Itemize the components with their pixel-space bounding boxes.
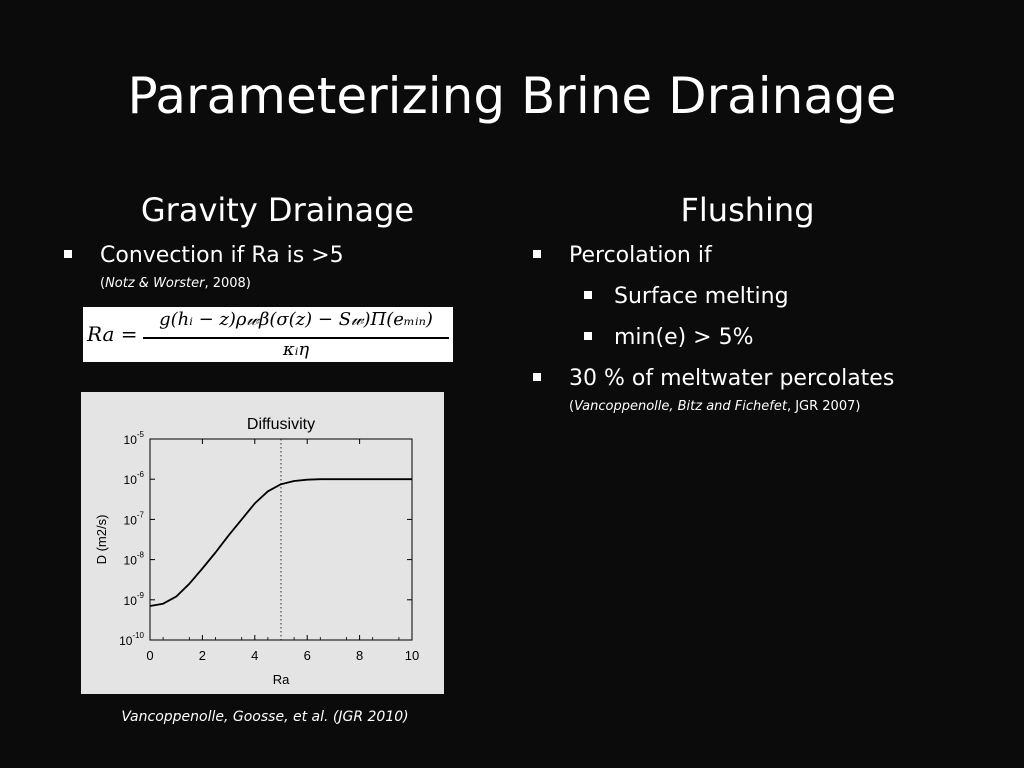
x-tick-label: 8 [356, 648, 363, 663]
bullet-percolation-text: Percolation if [569, 243, 712, 268]
sub-bullet-surface-melting: Surface melting [584, 282, 789, 312]
x-tick-label: 6 [304, 648, 311, 663]
bullet-meltwater: 30 % of meltwater percolates [533, 364, 895, 394]
x-axis-label: Ra [273, 672, 290, 687]
figure-source: Vancoppenolle, Goosse, et al. (JGR 2010) [121, 709, 409, 725]
y-tick-label: 10-9 [124, 591, 145, 608]
citation-year: , JGR 2007) [786, 399, 861, 414]
y-tick-label: 10-10 [119, 631, 144, 648]
bullet-percolation: Percolation if [533, 241, 712, 271]
gravity-drainage-heading: Gravity Drainage [140, 191, 415, 229]
bullet-convection: Convection if Ra is >5 [64, 241, 344, 271]
citation-vancoppenolle: (Vancoppenolle, Bitz and Fichefet, JGR 2… [569, 398, 860, 416]
citation-open: ( [100, 276, 106, 291]
formula-fraction-bar [143, 337, 449, 339]
y-tick-label: 10-8 [124, 551, 145, 568]
formula-lhs: Ra = [87, 322, 138, 346]
citation-authors: Vancoppenolle, Bitz and Fichefet [574, 399, 787, 414]
x-tick-label: 10 [405, 648, 419, 663]
flushing-heading: Flushing [680, 191, 815, 229]
y-axis-label: D (m2/s) [94, 515, 109, 565]
bullet-square-icon [533, 250, 541, 258]
bullet-square-icon [584, 332, 592, 340]
diffusivity-curve [149, 478, 412, 607]
chart-title: Diffusivity [247, 416, 315, 433]
diffusivity-chart: Diffusivity 0 2 4 6 8 10 Ra 10-10 10-9 10-8 10-7 10-… [81, 392, 444, 694]
bullet-square-icon [533, 373, 541, 381]
sub-bullet-min-e-text: min(e) > 5% [614, 325, 754, 350]
rayleigh-formula: Ra = g(hᵢ − z)ρ𝓌β(σ(z) − S𝓌)Π(eₘᵢₙ) κᵢη [83, 307, 453, 362]
slide-title: Parameterizing Brine Drainage [127, 67, 897, 125]
citation-notz: (Notz & Worster, 2008) [100, 275, 251, 293]
citation-year: , 2008) [204, 276, 251, 291]
y-tick-label: 10-7 [124, 510, 145, 527]
citation-open: ( [569, 399, 575, 414]
sub-bullet-surface-melting-text: Surface melting [614, 284, 789, 309]
formula-numerator: g(hᵢ − z)ρ𝓌β(σ(z) − S𝓌)Π(eₘᵢₙ) [159, 309, 433, 330]
y-tick-label: 10-5 [124, 430, 145, 447]
y-tick-label: 10-6 [124, 470, 145, 487]
sub-bullet-min-e: min(e) > 5% [584, 323, 754, 353]
bullet-meltwater-text: 30 % of meltwater percolates [569, 366, 895, 391]
x-tick-label: 4 [251, 648, 258, 663]
citation-authors: Notz & Worster [105, 276, 205, 291]
bullet-square-icon [584, 291, 592, 299]
formula-denominator: κᵢη [282, 339, 310, 360]
chart-svg: Diffusivity 0 2 4 6 8 10 Ra 10-10 10-9 10-8 10-7 10-… [94, 416, 419, 687]
bullet-square-icon [64, 250, 72, 258]
x-tick-label: 0 [146, 648, 153, 663]
x-tick-label: 2 [199, 648, 206, 663]
bullet-convection-text: Convection if Ra is >5 [100, 243, 344, 268]
